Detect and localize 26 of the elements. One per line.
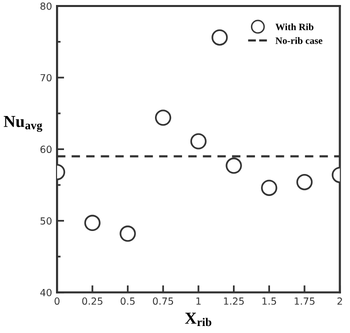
- point: [190, 133, 207, 150]
- point: [84, 214, 101, 232]
- x-tick-label: 1.5: [262, 298, 276, 305]
- x-tick-label: 1.25: [224, 297, 244, 305]
- y-tick-label: 50: [40, 217, 52, 225]
- x-tick-label: 1: [196, 298, 201, 305]
- x-tick-label: 1.75: [294, 298, 314, 305]
- legend-label: With Rib: [276, 23, 314, 30]
- legend-label: No-rib case: [276, 37, 322, 44]
- x-tick-label: 2: [337, 297, 342, 305]
- point: [226, 158, 242, 174]
- point: [154, 110, 172, 126]
- x-tick-label: 0.5: [120, 297, 135, 305]
- y-tick-label: 70: [40, 74, 52, 82]
- y-tick-label: 60: [40, 146, 52, 154]
- x-tick-label: 0: [54, 297, 60, 305]
- y-tick-label: 80: [40, 2, 52, 10]
- point: [296, 174, 313, 190]
- point: [212, 29, 228, 46]
- point: [261, 180, 278, 196]
- y-tick-label: 40: [40, 288, 52, 296]
- y-axis-title: Nu$_{avg}$: [4, 116, 42, 132]
- x-tick-label: 0.25: [82, 297, 102, 305]
- point: [120, 226, 136, 242]
- x-axis-title: X$_{rib}$: [185, 312, 212, 326]
- x-tick-label: 0.75: [152, 297, 174, 305]
